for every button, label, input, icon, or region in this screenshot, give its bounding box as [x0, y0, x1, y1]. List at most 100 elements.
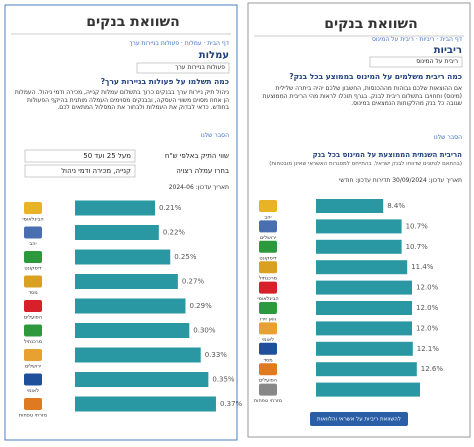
bar — [316, 199, 384, 213]
bank-name: ירושלים — [260, 235, 276, 241]
filter-label: שווי התיק באלפי ש"ח — [164, 152, 229, 160]
page-title: השוואת בנקים — [86, 14, 180, 30]
bank-logo — [24, 202, 42, 214]
filter-select[interactable] — [24, 164, 136, 178]
value-label: 0.27% — [182, 278, 205, 286]
value-label: 12.0% — [416, 304, 439, 312]
filter-value[interactable]: מעל 25 ועד 50 — [83, 152, 131, 160]
bar — [75, 274, 178, 289]
bank-name: דיסקונט — [24, 266, 42, 272]
bank-name: מסד — [263, 357, 272, 363]
value-label: 8.4% — [387, 202, 405, 210]
page-title: השוואת בנקים — [324, 16, 418, 32]
bank-name: מרכנתיל — [259, 276, 277, 282]
paragraph: אם ההוצאות שלכם גבוהות מההכנסות, החשבון … — [262, 85, 462, 107]
panel-frame — [4, 4, 238, 441]
value-label: 0.21% — [159, 204, 182, 212]
dropdown-value[interactable]: ריבית על המינוס — [416, 58, 458, 65]
bank-name: הפועלים — [24, 315, 42, 321]
bank-logo — [24, 300, 42, 312]
bank-logo — [24, 251, 42, 263]
value-label: 10.7% — [406, 222, 429, 230]
bank-name: מרכנתיל — [24, 339, 42, 345]
bank-logo — [259, 220, 277, 233]
bank-name: לאומי — [262, 337, 274, 343]
value-label: 0.37% — [220, 400, 243, 408]
update-date: תאריך עדכון: 30/09/2024 תדירות עדכון: חו… — [339, 177, 462, 184]
bank-name: לאומי — [27, 388, 39, 394]
bar — [316, 362, 417, 377]
value-label: 10.7% — [406, 243, 429, 251]
bar — [316, 321, 412, 336]
bank-logo — [24, 324, 42, 337]
question: כמה ריבית משלמים על המינוס בממוצע בכל בנ… — [289, 72, 462, 81]
bar — [316, 301, 412, 315]
bank-name: מזרחי טפחות — [254, 398, 282, 404]
bank-logo — [259, 302, 277, 314]
bank-logo — [259, 342, 277, 355]
dropdown-value[interactable]: פעולות בניירות ערך — [175, 64, 225, 71]
bank-name: וואן זירו — [260, 317, 276, 323]
bar — [316, 280, 412, 295]
value-label: 0.30% — [193, 327, 216, 335]
bar — [75, 372, 209, 387]
paragraph: ניהול תיק ניירות ערך בבנקים כרוך בתשלום … — [14, 89, 229, 111]
value-label: 11.4% — [411, 263, 434, 271]
value-label: 12.0% — [416, 324, 439, 332]
value-label: 0.35% — [212, 376, 235, 384]
bar — [75, 323, 190, 338]
bank-logo — [259, 281, 277, 294]
bar — [75, 396, 216, 412]
value-label: 0.29% — [189, 302, 212, 310]
bank-logo — [24, 398, 42, 410]
bar — [75, 298, 186, 314]
dropdown[interactable] — [369, 56, 463, 68]
bank-logo — [259, 240, 277, 253]
bar — [316, 219, 402, 234]
bar — [75, 225, 159, 240]
bank-logo — [24, 275, 42, 288]
bank-logo — [259, 363, 277, 376]
question: כמה תשלמו על פעולות בניירות ערך? — [100, 77, 229, 86]
value-label: 0.25% — [174, 253, 197, 261]
filter-value[interactable]: קנייה, מכירה ודמי ניהול — [61, 167, 131, 175]
bar — [316, 239, 402, 254]
value-label: 12.0% — [416, 284, 439, 292]
bar — [316, 260, 408, 275]
section-title: ריביות — [433, 45, 462, 56]
value-label: 0.22% — [163, 229, 186, 237]
filter-label: בחרו עמלה רצויה — [176, 167, 229, 175]
value-label: 0.33% — [205, 351, 228, 359]
bank-name: הפועלים — [259, 378, 277, 384]
bank-logo — [24, 349, 42, 361]
chart-note: (בהתאם לנתונים שדווחו לבנק ישראל, בהתייח… — [269, 161, 462, 167]
bank-logo — [259, 261, 277, 274]
update-date: תאריך עדכון: 2024-06 — [168, 184, 229, 191]
bank-name: מסד — [28, 290, 37, 296]
bank-logo — [259, 322, 277, 335]
explain-link[interactable]: הסבר שלנו — [433, 134, 462, 141]
bank-logo — [24, 226, 42, 239]
value-label: 12.6% — [421, 365, 444, 373]
button-label[interactable]: להשוואת ריביות על אשראי והלוואות — [317, 416, 401, 423]
explain-link[interactable]: הסבר שלנו — [200, 132, 229, 139]
filter-select[interactable] — [24, 149, 136, 163]
bank-name: הבינלאומי — [22, 217, 43, 223]
bar — [75, 347, 201, 363]
dropdown[interactable] — [136, 62, 230, 74]
breadcrumb: דף הבית · עמלות · פעולות בניירות ערך — [129, 40, 229, 47]
value-label: 12.1% — [417, 345, 440, 353]
bar — [316, 341, 413, 356]
bank-name: מזרחי טפחות — [19, 413, 47, 419]
bar — [316, 382, 420, 397]
bank-name: דיסקונט — [259, 255, 277, 261]
bar — [75, 200, 156, 216]
bank-name: יהב — [264, 215, 271, 221]
section-title: עמלות — [198, 50, 229, 61]
bank-name: ירושלים — [25, 364, 41, 370]
chart-title: הריבית השנתית הממוצעת על המינוס בכל בנק — [312, 151, 462, 159]
bank-logo — [259, 383, 277, 396]
action-button[interactable] — [310, 412, 408, 426]
